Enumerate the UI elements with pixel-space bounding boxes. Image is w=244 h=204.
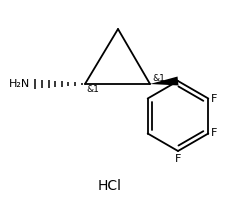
Text: HCl: HCl [98,179,122,193]
Text: H₂N: H₂N [9,79,30,89]
Polygon shape [150,76,178,85]
Text: &1: &1 [86,85,99,94]
Text: F: F [211,129,218,139]
Text: F: F [175,154,181,164]
Text: &1: &1 [152,74,165,83]
Text: F: F [211,93,218,103]
